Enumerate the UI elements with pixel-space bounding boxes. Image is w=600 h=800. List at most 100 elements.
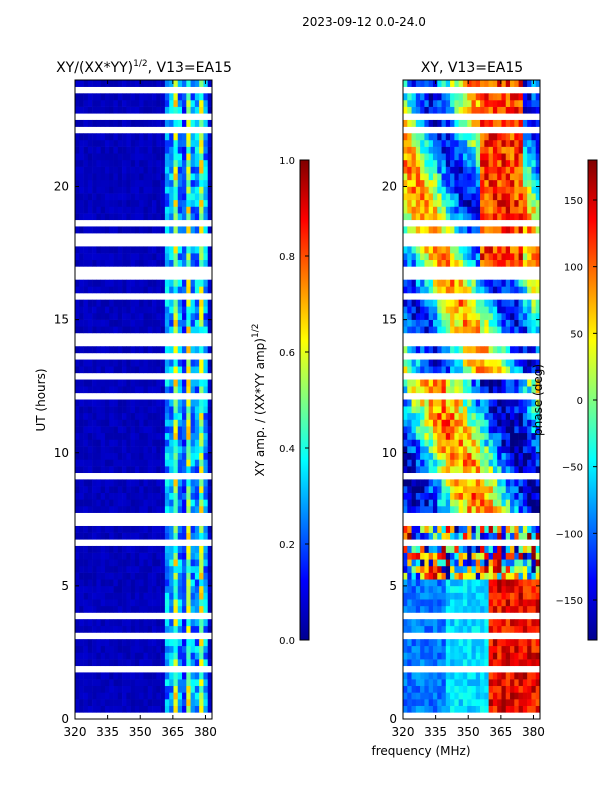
heatmap-cell [415, 579, 421, 587]
heatmap-cell [104, 213, 110, 221]
heatmap-cell [522, 99, 528, 107]
heatmap-cell [75, 499, 80, 507]
heatmap-cell [527, 452, 532, 460]
heatmap-cell [134, 306, 140, 314]
heatmap-cell [100, 446, 106, 454]
heatmap-cell [492, 585, 498, 593]
heatmap-cell [152, 306, 157, 314]
heatmap-cell [424, 99, 429, 107]
heatmap-cell [139, 139, 144, 147]
heatmap-cell [79, 359, 84, 367]
heatmap-cell [147, 299, 153, 307]
heatmap-cell [126, 639, 131, 647]
heatmap-cell [194, 119, 200, 127]
heatmap-cell [467, 80, 472, 87]
heatmap-cell [130, 412, 136, 420]
heatmap-cell [203, 312, 209, 320]
heatmap-cell [199, 226, 204, 234]
heatmap-cell [462, 545, 468, 553]
heatmap-cell [480, 652, 485, 660]
heatmap-cell [109, 253, 114, 261]
heatmap-cell [467, 159, 472, 167]
heatmap-cell [445, 246, 451, 254]
heatmap-cell [207, 99, 213, 107]
heatmap-cell [428, 279, 434, 287]
heatmap-cell [527, 153, 532, 161]
heatmap-cell [173, 386, 179, 394]
heatmap-cell [522, 199, 528, 207]
heatmap-cell [203, 452, 209, 460]
heatmap-cell [160, 346, 166, 354]
heatmap-cell [207, 399, 213, 407]
heatmap-cell [160, 133, 166, 141]
heatmap-cell [156, 506, 161, 513]
heatmap-cell [458, 672, 464, 680]
heatmap-cell [147, 439, 153, 447]
heatmap-cell [75, 645, 80, 653]
heatmap-cell [92, 259, 97, 267]
heatmap-cell [113, 326, 119, 334]
heatmap-cell [467, 492, 472, 500]
heatmap-cell [480, 525, 485, 533]
heatmap-cell [531, 426, 537, 434]
heatmap-cell [531, 173, 537, 181]
heatmap-cell [199, 506, 204, 513]
heatmap-cell [122, 619, 127, 627]
heatmap-cell [488, 466, 494, 474]
heatmap-cell [488, 479, 494, 487]
heatmap-cell [407, 179, 412, 187]
heatmap-cell [79, 306, 84, 314]
heatmap-cell [207, 366, 213, 374]
heatmap-cell [432, 426, 438, 434]
heatmap-cell [467, 599, 472, 607]
heatmap-cell [535, 685, 541, 693]
heatmap-cell [415, 153, 421, 161]
heatmap-cell [126, 106, 131, 114]
heatmap-cell [462, 312, 468, 320]
heatmap-cell [492, 119, 498, 127]
heatmap-cell [432, 106, 438, 114]
heatmap-cell [147, 486, 153, 493]
heatmap-cell [117, 106, 123, 114]
heatmap-cell [522, 599, 528, 607]
heatmap-cell [122, 426, 127, 434]
heatmap-cell [535, 446, 541, 454]
heatmap-cell [492, 106, 498, 114]
heatmap-cell [83, 206, 89, 214]
heatmap-cell [510, 93, 515, 101]
heatmap-cell [420, 459, 425, 467]
heatmap-cell [428, 146, 434, 154]
heatmap-cell [420, 486, 425, 493]
heatmap-cell [501, 133, 507, 141]
heatmap-cell [186, 412, 191, 420]
heatmap-cell [104, 525, 110, 533]
heatmap-cell [186, 499, 191, 507]
heatmap-cell [117, 253, 123, 261]
heatmap-cell [186, 399, 191, 407]
heatmap-cell [122, 106, 127, 114]
heatmap-cell [100, 412, 106, 420]
heatmap-cell [100, 439, 106, 447]
heatmap-cell [87, 446, 93, 454]
heatmap-cell [488, 525, 494, 533]
heatmap-cell [403, 672, 408, 680]
heatmap-cell [139, 259, 144, 267]
heatmap-cell [492, 179, 498, 187]
heatmap-cell [450, 506, 455, 513]
heatmap-cell [152, 452, 157, 460]
heatmap-cell [445, 399, 451, 407]
heatmap-cell [190, 139, 196, 147]
heatmap-cell [147, 186, 153, 194]
heatmap-cell [475, 452, 481, 460]
heatmap-cell [104, 253, 110, 261]
heatmap-cell [492, 459, 498, 467]
heatmap-cell [497, 319, 502, 327]
heatmap-cell [173, 153, 179, 161]
heatmap-cell [445, 672, 451, 680]
heatmap-cell [432, 525, 438, 533]
heatmap-cell [79, 406, 84, 414]
heatmap-cell [403, 479, 408, 487]
heatmap-cell [432, 306, 438, 314]
heatmap-cell [471, 599, 477, 607]
heatmap-cell [177, 346, 183, 354]
